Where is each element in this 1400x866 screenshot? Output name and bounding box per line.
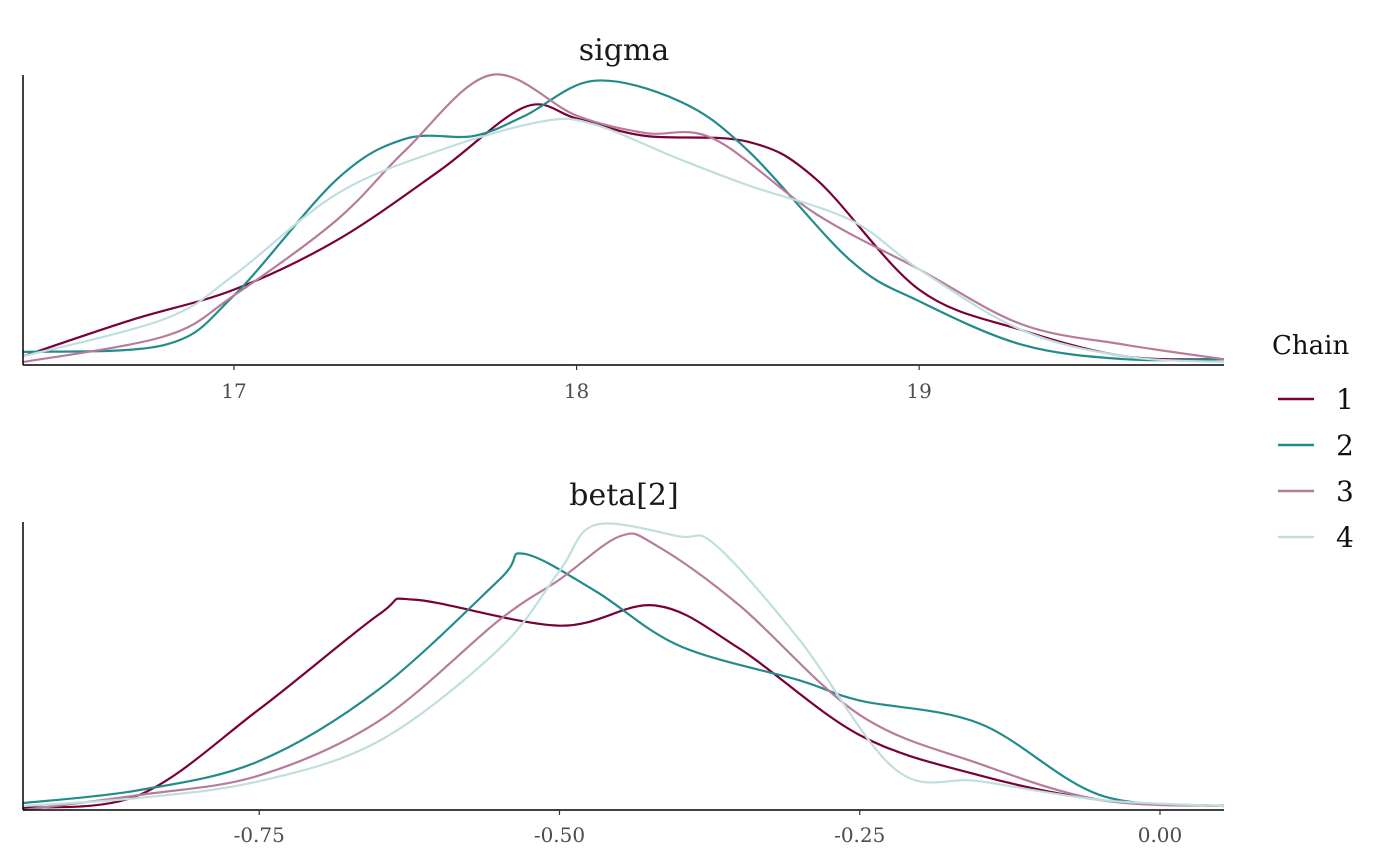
density-line-chain-2 [22,552,1225,808]
x-tick-label: -0.25 [834,823,885,847]
density-line-chain-3 [22,532,1225,812]
panel-title: beta[2] [569,478,678,513]
x-tick-label: 17 [221,379,246,403]
x-tick-label: -0.75 [234,823,285,847]
x-tick-label: 0.00 [1138,823,1183,847]
density-line-chain-1 [22,103,1225,361]
density-line-chain-2 [22,79,1225,362]
legend: Chain 1 2 3 4 [1272,331,1354,554]
panel-title: sigma [579,33,670,68]
density-line-chain-4 [22,522,1225,808]
panel-beta-2: beta[2] -0.75 -0.50 -0.25 0.00 [22,478,1225,847]
legend-label: 3 [1336,475,1354,508]
x-tick-label: 18 [564,379,589,403]
legend-label: 4 [1336,521,1354,554]
density-line-chain-1 [22,597,1225,810]
panel-sigma: sigma 17 18 19 [22,33,1225,403]
x-tick-label: 19 [906,379,931,403]
density-line-chain-4 [22,117,1225,364]
density-line-chain-3 [22,73,1225,364]
legend-title: Chain [1272,331,1349,361]
x-tick-label: -0.50 [534,823,585,847]
legend-label: 2 [1336,429,1354,462]
legend-label: 1 [1336,383,1354,416]
